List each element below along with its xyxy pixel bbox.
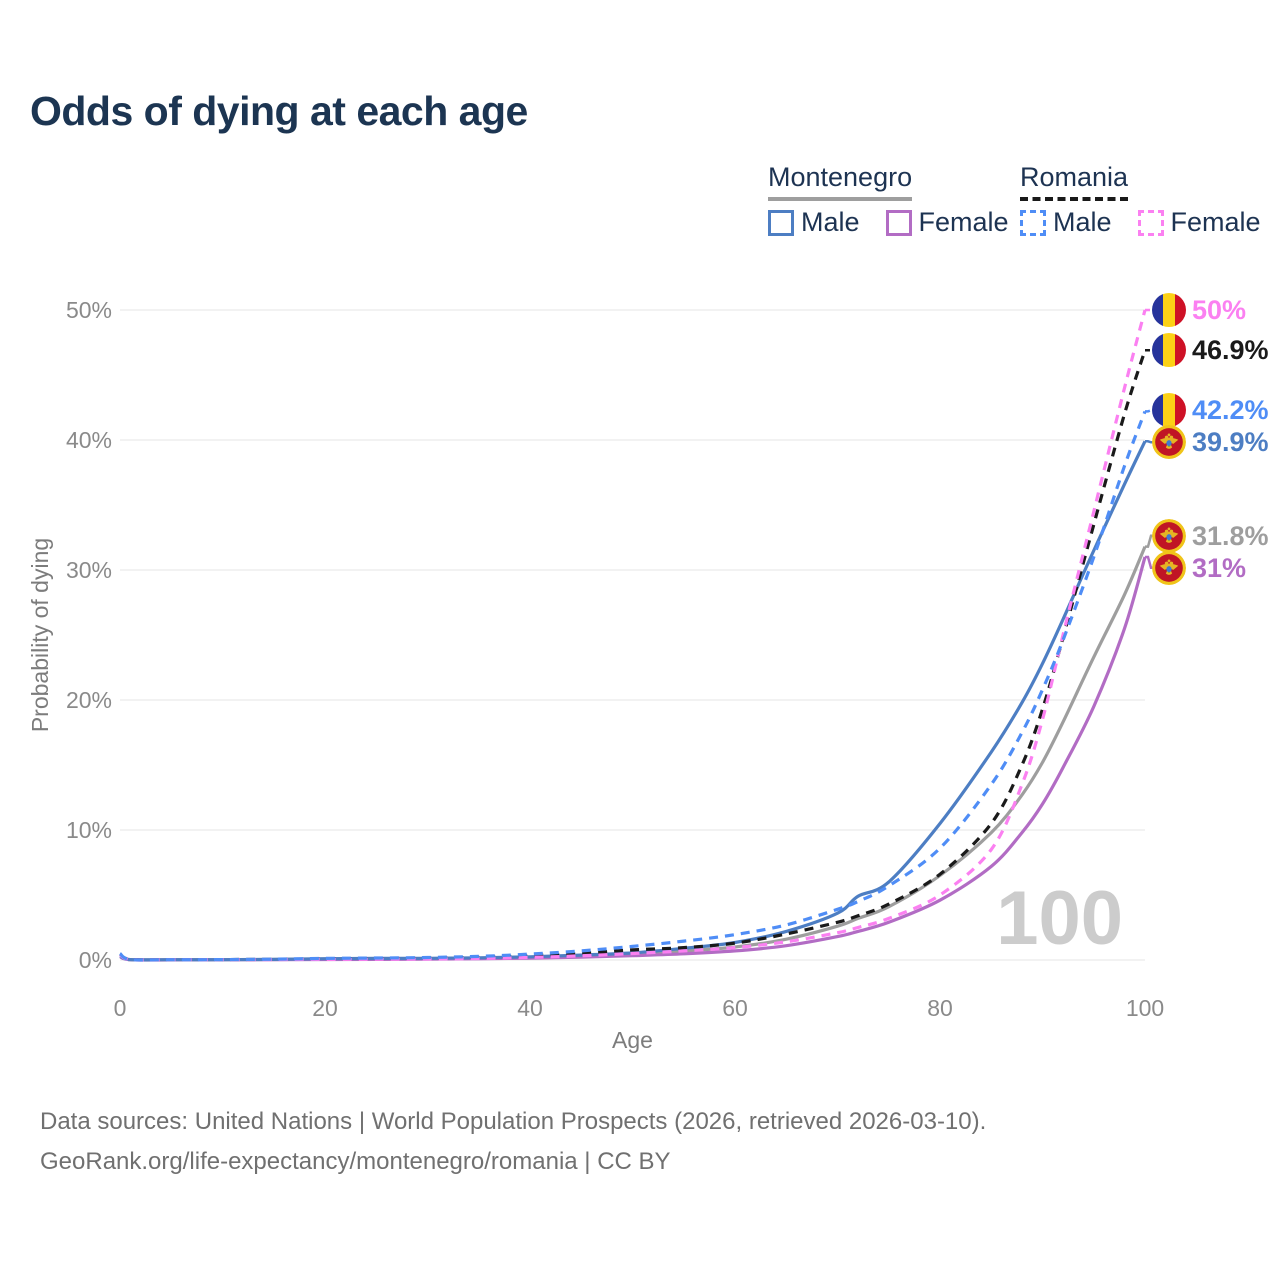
y-axis-title: Probability of dying — [27, 538, 53, 732]
footer-attribution: GeoRank.org/life-expectancy/montenegro/r… — [40, 1148, 671, 1175]
leader-line-mne-male — [1145, 440, 1159, 444]
legend-item-label: Female — [918, 207, 1009, 237]
legend-item-label: Male — [1053, 207, 1112, 237]
legend-item-label: Female — [1170, 207, 1261, 237]
plot-svg: 0% 10% 20% 30% 40% 50% 0 20 40 60 80 100 Age Probabil… — [27, 297, 1164, 1053]
watermark-age-100: 100 — [996, 876, 1123, 961]
x-axis-title: Age — [612, 1027, 653, 1053]
series-line-rou-female — [119, 309, 1147, 962]
chart-area: 0% 10% 20% 30% 40% 50% 0 20 40 60 80 100 Age Probabil… — [27, 293, 1269, 1053]
leader-line-mne-female — [1145, 555, 1159, 570]
legend-swatch-icon — [885, 209, 912, 236]
legend-item-romania-female[interactable]: Female — [1137, 207, 1261, 238]
y-tick-label: 30% — [66, 557, 112, 583]
series-line-rou-total — [119, 349, 1147, 962]
legend-group-title: Montenegro — [768, 162, 913, 201]
leader-line-mne-total — [1145, 534, 1159, 548]
legend-swatch-icon — [1020, 209, 1046, 236]
series-line-rou-male — [118, 410, 1147, 962]
x-tick-label: 20 — [312, 995, 338, 1021]
legend-group-title: Romania — [1020, 162, 1129, 201]
legend-group-montenegro: Montenegro Male Female — [768, 162, 1009, 238]
y-tick-label: 0% — [79, 947, 112, 973]
x-tick-label: 100 — [1126, 995, 1164, 1021]
legend-item-montenegro-male[interactable]: Male — [768, 207, 860, 238]
x-tick-label: 0 — [114, 995, 127, 1021]
y-tick-label: 20% — [66, 687, 112, 713]
legend-item-montenegro-female[interactable]: Female — [885, 207, 1009, 238]
legend-item-label: Male — [801, 207, 860, 237]
legend-swatch-icon — [1137, 209, 1164, 236]
leader-line-rou-male — [1145, 409, 1159, 413]
y-tick-label: 50% — [66, 297, 112, 323]
legend-group-romania: Romania Male Female — [1020, 162, 1261, 238]
y-tick-label: 40% — [66, 427, 112, 453]
page-title: Odds of dying at each age — [30, 88, 528, 134]
footer-data-sources: Data sources: United Nations | World Pop… — [40, 1108, 987, 1135]
y-tick-label: 10% — [66, 817, 112, 843]
x-tick-label: 60 — [722, 995, 748, 1021]
legend-item-romania-male[interactable]: Male — [1020, 207, 1112, 238]
legend-swatch-icon — [768, 209, 794, 236]
series-line-mne-female — [119, 556, 1147, 962]
x-tick-label: 80 — [927, 995, 953, 1021]
x-tick-label: 40 — [517, 995, 543, 1021]
